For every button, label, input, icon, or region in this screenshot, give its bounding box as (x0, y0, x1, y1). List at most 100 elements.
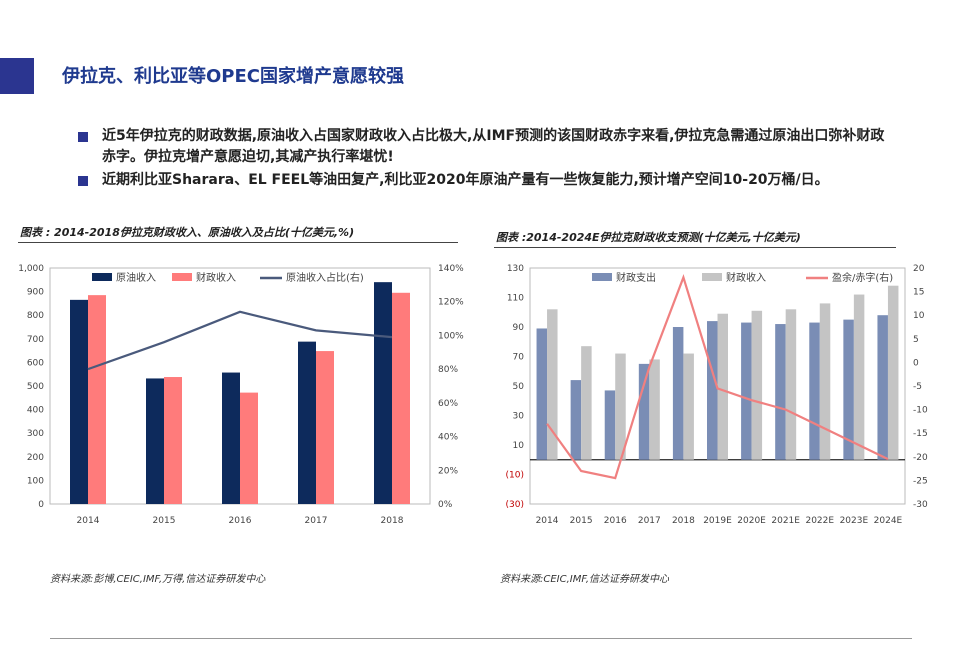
y2-axis-tick-label: -25 (913, 476, 928, 486)
legend-label: 财政支出 (616, 271, 656, 284)
y-axis-tick-label: (10) (506, 471, 524, 481)
bar (615, 353, 626, 460)
bar (672, 327, 684, 460)
bar (392, 292, 410, 504)
bar (536, 328, 548, 460)
y-axis-tick-label: 1,000 (18, 264, 44, 274)
bullet-list: 近5年伊拉克的财政数据,原油收入占国家财政收入占比极大,从IMF预测的该国财政赤… (78, 126, 918, 193)
caption-underline (494, 247, 896, 248)
x-axis-tick-label: 2022E (805, 516, 834, 526)
y2-axis-tick-label: 140% (438, 264, 464, 274)
bar (649, 359, 660, 460)
bullet-item: 近期利比亚Sharara、EL FEEL等油田复产,利比亚2020年原油产量有一… (78, 170, 918, 191)
series-line (546, 274, 889, 480)
bullet-text: 近期利比亚Sharara、EL FEEL等油田复产,利比亚2020年原油产量有一… (102, 172, 829, 188)
bar (707, 321, 718, 460)
x-axis-tick-label: 2020E (737, 516, 766, 526)
bar (887, 285, 899, 460)
bar (717, 313, 728, 460)
x-axis-tick-label: 2021E (771, 516, 800, 526)
y2-axis-tick-label: 10 (913, 311, 925, 321)
legend-label: 财政收入 (726, 271, 766, 284)
square-bullet-icon (78, 176, 88, 186)
bar (819, 303, 831, 460)
x-axis-tick-label: 2023E (840, 516, 869, 526)
y2-axis-tick-label: 20% (438, 466, 458, 476)
square-bullet-icon (78, 132, 88, 142)
y-axis-tick-label: 100 (27, 476, 44, 486)
y2-axis-tick-label: 15 (913, 288, 924, 298)
chart-caption-right: 图表 :2014-2024E伊拉克财政收支预测(十亿美元,十亿美元) (496, 231, 801, 244)
legend-swatch (592, 273, 612, 281)
bar (70, 299, 88, 504)
legend-swatch (172, 273, 192, 281)
y-axis-tick-label: 50 (513, 382, 525, 392)
legend-label: 原油收入占比(右) (286, 271, 364, 284)
chart-revenue-oil: 0 100 200 300 400 500 600 700 800 900 1,000 0% 20% 40… (18, 264, 464, 526)
x-axis-tick-label: 2019E (703, 516, 732, 526)
y2-axis-tick-label: 60% (438, 399, 458, 409)
y-axis-tick-label: 0 (38, 500, 44, 510)
x-axis-tick-label: 2017 (305, 516, 328, 526)
y-axis-tick-label: 70 (513, 353, 525, 363)
y-axis-tick-label: 110 (507, 294, 524, 304)
x-axis-tick-label: 2024E (874, 516, 903, 526)
y2-axis-tick-label: 5 (913, 335, 919, 345)
series-line (87, 310, 393, 371)
y2-axis-tick-label: 120% (438, 298, 464, 308)
bar (741, 322, 752, 460)
legend-swatch (702, 273, 722, 281)
y-axis-tick-label: 200 (27, 453, 44, 463)
x-axis-tick-label: 2015 (570, 516, 593, 526)
y-axis-tick-label: 700 (27, 335, 44, 345)
y2-axis-tick-label: 0 (913, 358, 919, 368)
bar (570, 380, 582, 460)
bar (164, 377, 182, 504)
bar (604, 390, 616, 460)
bar (853, 294, 865, 460)
legend-swatch (92, 273, 112, 281)
caption-underline (18, 242, 458, 243)
plot-area-frame (529, 267, 906, 505)
bar (146, 378, 164, 504)
y-axis-tick-label: 30 (513, 412, 525, 422)
x-axis-tick-label: 2017 (638, 516, 661, 526)
y2-axis-tick-label: 0% (438, 500, 453, 510)
bar (298, 341, 316, 504)
x-axis-tick-label: 2016 (604, 516, 627, 526)
x-axis-tick-label: 2014 (536, 516, 559, 526)
y-axis-tick-label: 600 (27, 358, 44, 368)
title-accent-block (0, 58, 34, 94)
bar (638, 363, 650, 460)
y-axis-tick-label: 800 (27, 311, 44, 321)
bar (222, 372, 240, 504)
y2-axis-tick-label: 80% (438, 365, 458, 375)
y2-axis-tick-label: 40% (438, 433, 458, 443)
chart-fiscal-forecast: (30)(10)1030507090110130-30-25-20-15-10-… (506, 264, 928, 526)
bar (240, 392, 258, 504)
y-axis-tick-label: 10 (513, 441, 525, 451)
y2-axis-tick-label: -30 (913, 500, 928, 510)
x-axis-tick-label: 2015 (153, 516, 176, 526)
page-title: 伊拉克、利比亚等OPEC国家增产意愿较强 (62, 66, 404, 87)
bullet-item: 近5年伊拉克的财政数据,原油收入占国家财政收入占比极大,从IMF预测的该国财政赤… (78, 126, 918, 168)
y-axis-tick-label: 130 (507, 264, 524, 274)
x-axis-tick-label: 2018 (381, 516, 404, 526)
bullet-text: 近5年伊拉克的财政数据,原油收入占国家财政收入占比极大,从IMF预测的该国财政赤… (102, 128, 885, 165)
bar (775, 324, 786, 460)
x-axis-tick-label: 2018 (672, 516, 695, 526)
x-axis-tick-label: 2016 (229, 516, 252, 526)
footer-divider (50, 638, 912, 639)
y-axis-tick-label: (30) (506, 500, 524, 510)
bar (547, 309, 558, 460)
y-axis-tick-label: 500 (27, 382, 44, 392)
bar (877, 315, 888, 460)
source-note-left: 资料来源:彭博,CEIC,IMF,万得,信达证券研发中心 (50, 574, 266, 585)
legend-label: 财政收入 (196, 271, 236, 284)
source-note-right: 资料来源:CEIC,IMF,信达证券研发中心 (500, 574, 669, 585)
bar (88, 295, 106, 504)
y-axis-tick-label: 400 (27, 406, 44, 416)
y-axis-tick-label: 300 (27, 429, 44, 439)
bar (809, 322, 820, 460)
y2-axis-tick-label: 20 (913, 264, 925, 274)
